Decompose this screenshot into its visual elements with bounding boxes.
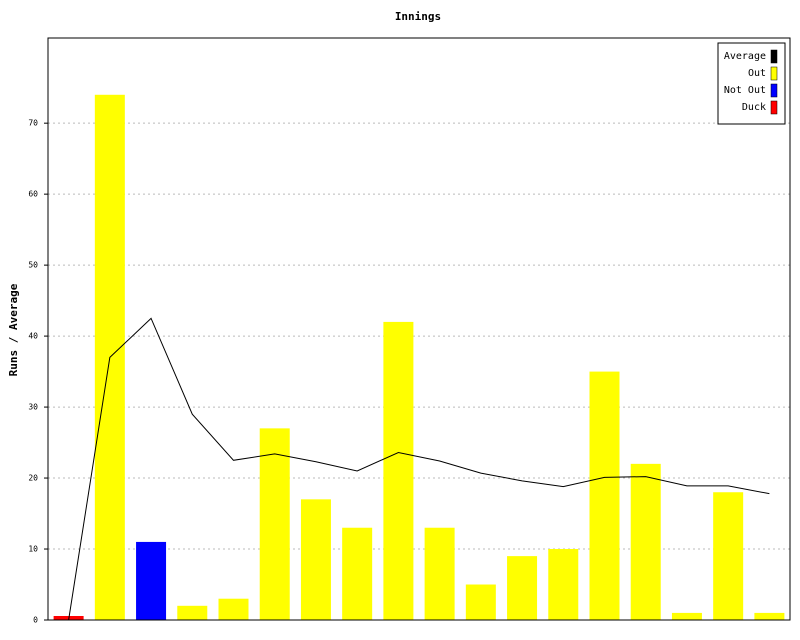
bar bbox=[259, 428, 290, 620]
bar bbox=[754, 612, 785, 620]
legend-swatch bbox=[770, 66, 778, 81]
bar bbox=[671, 612, 702, 620]
bar bbox=[507, 556, 538, 620]
y-tick-label: 40 bbox=[28, 332, 38, 341]
legend-label: Average bbox=[724, 51, 766, 62]
legend-swatch bbox=[770, 100, 778, 115]
bar bbox=[177, 605, 208, 620]
y-tick-label: 50 bbox=[28, 261, 38, 270]
bar bbox=[136, 541, 167, 620]
legend-label: Duck bbox=[742, 102, 766, 113]
y-tick-label: 0 bbox=[33, 616, 38, 625]
bar bbox=[300, 499, 331, 620]
legend-swatch bbox=[770, 49, 778, 64]
y-tick-label: 20 bbox=[28, 474, 38, 483]
y-axis-label: Runs / Average bbox=[7, 283, 20, 376]
bar bbox=[424, 527, 455, 620]
bar bbox=[589, 371, 620, 620]
y-tick-label: 60 bbox=[28, 190, 38, 199]
average-line bbox=[68, 317, 770, 621]
bar bbox=[342, 527, 373, 620]
legend-swatch bbox=[770, 83, 778, 98]
plot-frame bbox=[47, 37, 791, 621]
legend-label: Not Out bbox=[724, 85, 766, 96]
bar bbox=[630, 463, 661, 620]
bar bbox=[383, 321, 414, 620]
y-tick-label: 70 bbox=[28, 119, 38, 128]
bar bbox=[465, 584, 496, 620]
chart-title: Innings bbox=[395, 10, 441, 23]
y-tick-label: 10 bbox=[28, 545, 38, 554]
bar bbox=[713, 492, 744, 620]
bar bbox=[218, 598, 249, 620]
y-tick-label: 30 bbox=[28, 403, 38, 412]
bar bbox=[548, 549, 579, 620]
legend-label: Out bbox=[748, 68, 766, 79]
